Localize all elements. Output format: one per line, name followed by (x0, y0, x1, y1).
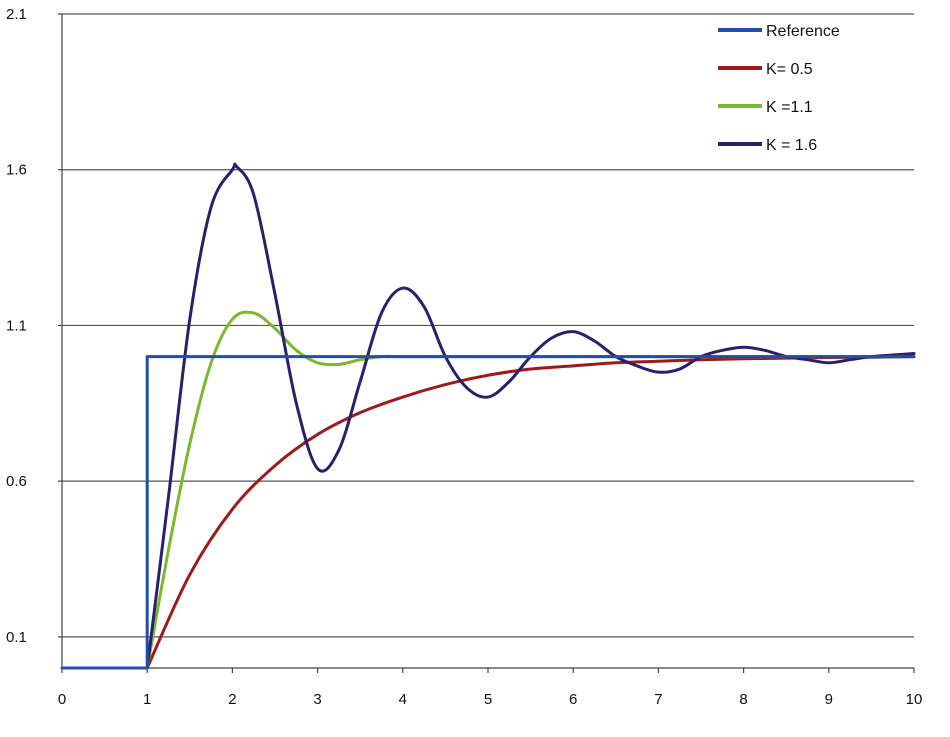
x-tick-label: 3 (313, 691, 321, 708)
legend-label: K= 0.5 (766, 61, 813, 78)
x-tick-label: 7 (654, 691, 662, 708)
x-tick-label: 2 (228, 691, 236, 708)
x-tick-label: 0 (58, 691, 66, 708)
legend-label: K =1.1 (766, 99, 813, 116)
legend-label: Reference (766, 23, 840, 40)
y-tick-label: 2.1 (6, 6, 27, 23)
x-tick-label: 6 (569, 691, 577, 708)
y-tick-label: 0.1 (6, 629, 27, 646)
x-tick-label: 9 (825, 691, 833, 708)
y-tick-label: 0.6 (6, 473, 27, 490)
series-line-0 (60, 355, 916, 670)
grid-lines (62, 13, 914, 638)
x-tick-label: 5 (484, 691, 492, 708)
x-tick-label: 8 (739, 691, 747, 708)
x-tick-label: 10 (906, 691, 923, 708)
y-tick-label: 1.6 (6, 162, 27, 179)
x-tick-labels: 0 1 2 3 4 5 6 7 8 9 10 (58, 668, 923, 708)
series-lines (60, 162, 916, 670)
legend-label: K = 1.6 (766, 137, 817, 154)
x-tick-label: 4 (399, 691, 407, 708)
y-tick-labels: 0.1 0.6 1.1 1.6 2.1 (6, 6, 62, 646)
series-line-3 (145, 162, 916, 670)
y-tick-label: 1.1 (6, 317, 27, 334)
x-tick-label: 1 (143, 691, 151, 708)
series-line-1 (145, 355, 916, 670)
legend: Reference K= 0.5 K =1.1 K = 1.6 (718, 23, 840, 154)
